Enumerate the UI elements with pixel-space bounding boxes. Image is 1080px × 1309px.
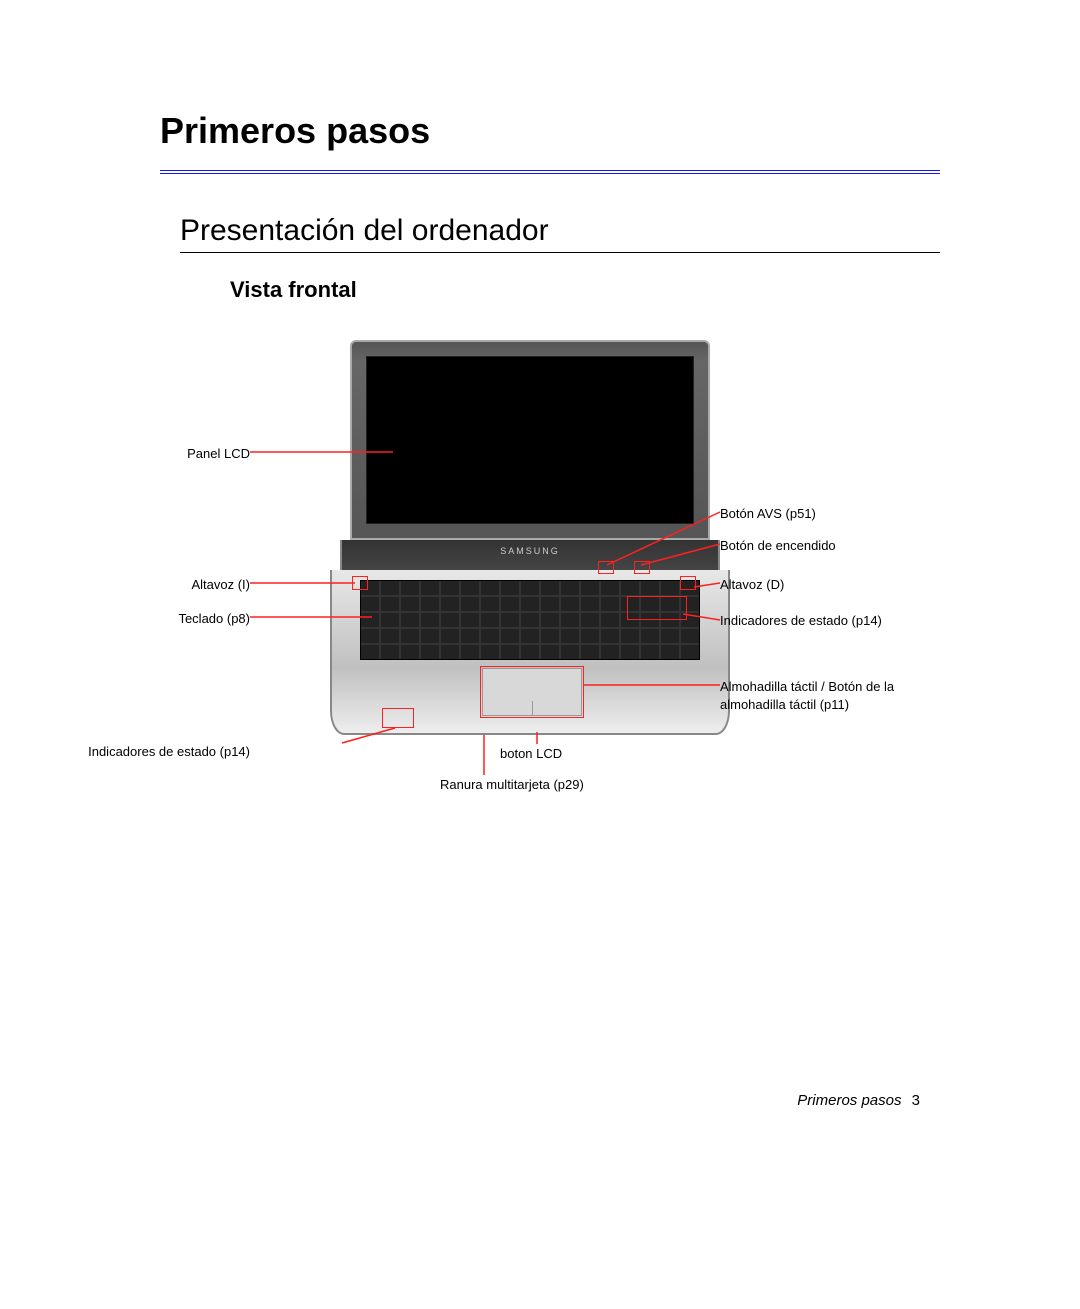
figure-front-view: SAMSUNG Panel LCDAltavoz (I)Teclado (p8)… — [160, 340, 920, 810]
laptop-illustration: SAMSUNG — [330, 340, 730, 735]
callout-label-indicadores-r: Indicadores de estado (p14) — [720, 612, 900, 630]
chapter-rule — [160, 170, 940, 174]
chapter-title: Primeros pasos — [160, 110, 940, 152]
callout-label-boton-avs: Botón AVS (p51) — [720, 505, 900, 523]
laptop-hinge: SAMSUNG — [340, 540, 720, 570]
callout-label-teclado: Teclado (p8) — [70, 610, 250, 628]
section-title: Presentación del ordenador — [180, 214, 940, 253]
callout-label-panel-lcd: Panel LCD — [70, 445, 250, 463]
laptop-screen — [366, 356, 694, 524]
laptop-lid — [350, 340, 710, 540]
callout-label-indicadores-b: Indicadores de estado (p14) — [70, 743, 250, 761]
callout-label-touchpad: Almohadilla táctil / Botón de la almohad… — [720, 678, 900, 713]
laptop-keyboard — [360, 580, 700, 660]
laptop-brand: SAMSUNG — [500, 546, 560, 556]
laptop-touchpad — [482, 668, 582, 716]
callout-label-altavoz-d: Altavoz (D) — [720, 576, 900, 594]
callout-label-boton-lcd: boton LCD — [500, 745, 720, 763]
callout-label-ranura: Ranura multitarjeta (p29) — [440, 776, 660, 794]
footer-text: Primeros pasos — [797, 1092, 901, 1109]
subsection-title: Vista frontal — [230, 277, 940, 303]
callout-label-altavoz-i: Altavoz (I) — [70, 576, 250, 594]
laptop-base — [330, 570, 730, 735]
footer-page-number: 3 — [912, 1092, 920, 1109]
page-footer: Primeros pasos 3 — [797, 1092, 920, 1109]
callout-label-boton-encendido: Botón de encendido — [720, 537, 900, 555]
